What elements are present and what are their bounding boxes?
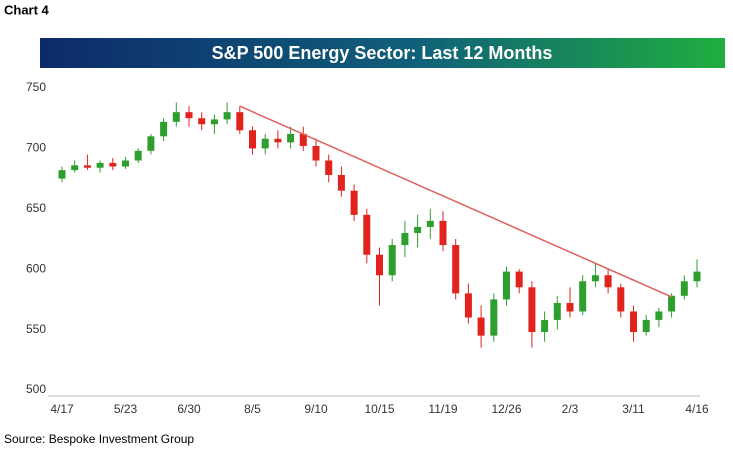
candle-body: [210, 119, 218, 125]
candle-body: [579, 281, 587, 312]
candle-body: [312, 145, 320, 161]
x-tick-label: 6/30: [177, 402, 201, 416]
candle-body: [553, 303, 561, 320]
candle-body: [172, 112, 180, 122]
candle-body: [185, 112, 193, 119]
chart-label: Chart 4: [4, 2, 50, 17]
candle-body: [325, 160, 333, 175]
candle-body: [414, 226, 422, 233]
candle-body: [83, 165, 91, 168]
candle-body: [668, 295, 676, 312]
candle-body: [223, 112, 231, 120]
candle-body: [96, 162, 104, 168]
candle-body: [566, 303, 574, 312]
candle-body: [591, 275, 599, 282]
candle-body: [439, 220, 447, 246]
candle-body: [236, 112, 244, 131]
y-tick-label: 750: [26, 80, 46, 94]
candle-body: [388, 245, 396, 276]
trendline: [239, 105, 672, 298]
title-banner: [40, 38, 725, 68]
candle-body: [198, 118, 206, 125]
candle-body: [160, 121, 168, 137]
candle-body: [299, 133, 307, 146]
candle-body: [426, 220, 434, 227]
y-tick-label: 550: [26, 322, 46, 336]
x-tick-label: 4/16: [685, 402, 709, 416]
candle-body: [287, 133, 295, 143]
candle-body: [617, 287, 625, 312]
candle-body: [58, 170, 66, 179]
candle-body: [71, 165, 79, 171]
x-tick-label: 3/11: [622, 402, 645, 416]
x-tick-label: 4/17: [50, 402, 74, 416]
candle-body: [503, 271, 510, 300]
x-tick-label: 5/23: [114, 402, 138, 416]
candle-body: [274, 138, 282, 143]
candle-body: [122, 160, 129, 167]
candle-body: [134, 150, 142, 161]
candle-body: [630, 311, 637, 333]
candle-body: [490, 299, 498, 336]
candle-body: [452, 245, 460, 294]
candle-body: [693, 271, 701, 282]
x-tick-label: 10/15: [364, 402, 394, 416]
candle-body: [541, 319, 549, 333]
candle-body: [350, 190, 358, 215]
chart-title: S&P 500 Energy Sector: Last 12 Months: [212, 43, 553, 63]
candle-body: [680, 281, 688, 296]
candle-body: [363, 214, 371, 255]
candle-body: [109, 162, 117, 167]
candle-body: [477, 317, 485, 336]
x-tick-label: 2/3: [562, 402, 579, 416]
y-tick-label: 650: [26, 201, 46, 215]
x-tick-label: 11/19: [428, 402, 457, 416]
candle-body: [604, 275, 612, 288]
candle-body: [401, 232, 409, 246]
candle-body: [642, 319, 650, 333]
candle-body: [147, 136, 155, 151]
x-tick-label: 12/26: [491, 402, 521, 416]
candle-body: [515, 271, 523, 288]
y-tick-label: 700: [26, 141, 46, 155]
candle-body: [655, 311, 663, 320]
y-tick-label: 600: [26, 261, 46, 275]
candle-body: [261, 138, 269, 149]
y-tick-label: 500: [26, 382, 46, 396]
x-tick-label: 9/10: [304, 402, 328, 416]
candle-body: [464, 293, 472, 318]
candle-body: [337, 174, 345, 191]
candle-body: [376, 254, 383, 276]
candle-body: [249, 130, 256, 149]
x-tick-label: 8/5: [244, 402, 261, 416]
candle-body: [528, 287, 536, 333]
source: Source: Bespoke Investment Group: [4, 432, 194, 446]
